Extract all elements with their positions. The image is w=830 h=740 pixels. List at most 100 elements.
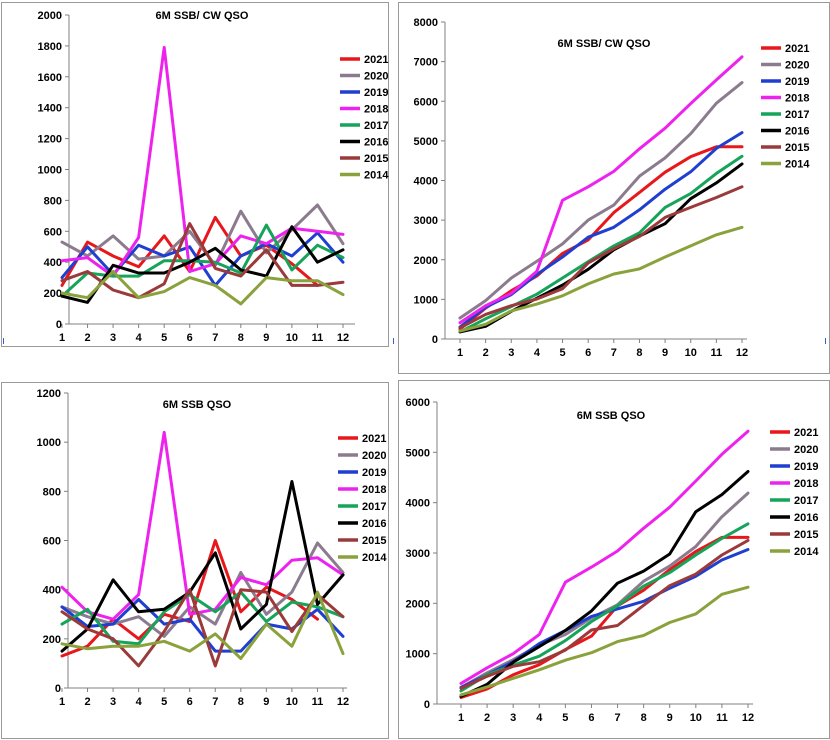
x-tick-label: 3 [110, 696, 116, 708]
legend-label-2019: 2019 [785, 76, 809, 88]
x-tick-label: 8 [238, 332, 244, 344]
chart-title: 6M SSB QSO [577, 410, 646, 422]
legend-label-2014: 2014 [362, 552, 387, 564]
series-line-2015 [60, 222, 345, 300]
grid-separator-mark [393, 338, 394, 344]
x-tick-label: 4 [136, 696, 143, 708]
x-tick-label: 4 [136, 332, 143, 344]
y-tick-label: 5000 [406, 447, 430, 459]
legend-label-2021: 2021 [362, 433, 386, 445]
x-tick-label: 5 [161, 332, 167, 344]
y-tick-label: 4000 [406, 498, 430, 510]
y-tick-label: 1000 [37, 437, 61, 449]
legend-label-2021: 2021 [364, 54, 388, 66]
x-tick-label: 5 [161, 696, 167, 708]
y-tick-label: 400 [43, 585, 61, 597]
y-tick-label: 0 [432, 334, 438, 346]
x-tick-label: 10 [286, 332, 298, 344]
y-tick-label: 400 [44, 257, 62, 269]
legend-label-2018: 2018 [362, 484, 386, 496]
x-tick-label: 12 [736, 347, 748, 359]
series-line-2016 [459, 470, 750, 698]
y-tick-label: 5000 [414, 136, 438, 148]
y-tick-label: 200 [43, 634, 61, 646]
legend-label-2021: 2021 [785, 43, 809, 55]
y-tick-label: 800 [44, 195, 62, 207]
x-tick-label: 6 [187, 332, 193, 344]
x-tick-label: 1 [59, 696, 65, 708]
legend-label-2020: 2020 [364, 71, 388, 83]
x-tick-label: 2 [84, 332, 90, 344]
x-tick-label: 8 [238, 696, 244, 708]
series-line-2015 [458, 185, 744, 330]
x-tick-label: 9 [263, 332, 269, 344]
legend-label-2014: 2014 [794, 546, 819, 558]
x-tick-label: 11 [312, 696, 324, 708]
y-tick-label: 6000 [406, 397, 430, 409]
x-tick-label: 1 [457, 347, 463, 359]
chart-panel-2: 0 1000 2000 3000 4000 5000 6000 7000 8000 1 2 3 4 5 6 7… [398, 2, 830, 374]
y-tick-label: 2000 [414, 255, 438, 267]
chart-panel-1: 0 200 400 600 800 1000 1200 1400 1600 1800 2000 1 2 3… [1, 2, 389, 347]
y-tick-label: 1200 [38, 134, 62, 146]
x-tick-label: 3 [508, 347, 514, 359]
y-tick-label: 2000 [38, 10, 62, 22]
legend-label-2015: 2015 [794, 529, 818, 541]
chart-title: 6M SSB QSO [163, 399, 232, 411]
series-line-2018 [459, 429, 750, 685]
series-line-2020 [60, 541, 345, 638]
y-tick-label: 800 [43, 486, 61, 498]
legend-label-2015: 2015 [785, 142, 809, 154]
legend-label-2019: 2019 [364, 87, 388, 99]
legend-label-2020: 2020 [362, 450, 386, 462]
legend-label-2017: 2017 [362, 501, 386, 513]
y-tick-label: 1000 [414, 294, 438, 306]
legend-label-2018: 2018 [364, 104, 388, 116]
x-tick-label: 10 [690, 712, 702, 724]
legend-label-2017: 2017 [364, 120, 388, 132]
series-line-2019 [459, 548, 750, 689]
x-tick-label: 2 [484, 712, 490, 724]
x-tick-label: 7 [611, 347, 617, 359]
y-tick-label: 0 [55, 683, 61, 695]
x-tick-label: 9 [667, 712, 673, 724]
legend-label-2018: 2018 [785, 93, 809, 105]
x-tick-label: 11 [312, 332, 324, 344]
series-line-2021 [458, 145, 744, 331]
series-line-2014 [458, 225, 744, 333]
series-line-2018 [458, 55, 744, 325]
x-tick-label: 3 [110, 332, 116, 344]
legend-label-2015: 2015 [364, 153, 388, 165]
series-line-2018 [60, 430, 345, 621]
x-tick-label: 10 [286, 696, 298, 708]
x-tick-label: 1 [59, 332, 65, 344]
y-tick-label: 2000 [406, 598, 430, 610]
series-line-2016 [60, 480, 345, 653]
series-line-2017 [458, 154, 744, 334]
chart-panel-3: 0 200 400 600 800 1000 1200 1 2 3 4 5 6 7 8 9 10 11 12 6M S… [1, 382, 389, 739]
y-tick-label: 8000 [414, 17, 438, 29]
legend-label-2019: 2019 [362, 467, 386, 479]
y-tick-label: 6000 [414, 96, 438, 108]
y-tick-label: 1000 [406, 649, 430, 661]
x-tick-label: 12 [337, 696, 349, 708]
y-tick-label: 3000 [406, 548, 430, 560]
x-tick-label: 7 [212, 332, 218, 344]
series-line-2014 [459, 585, 750, 697]
y-tick-label: 1200 [37, 388, 61, 400]
x-tick-label: 11 [716, 712, 728, 724]
x-tick-label: 7 [212, 696, 218, 708]
x-tick-label: 2 [483, 347, 489, 359]
series-line-2021 [459, 535, 750, 699]
legend-label-2019: 2019 [794, 461, 818, 473]
chart-title: 6M SSB/ CW QSO [156, 10, 249, 22]
y-tick-label: 600 [44, 226, 62, 238]
y-tick-label: 0 [424, 699, 430, 711]
y-tick-label: 1400 [38, 103, 62, 115]
legend-label-2014: 2014 [364, 170, 389, 182]
series-line-2016 [458, 162, 744, 334]
y-tick-label: 0 [56, 319, 62, 331]
